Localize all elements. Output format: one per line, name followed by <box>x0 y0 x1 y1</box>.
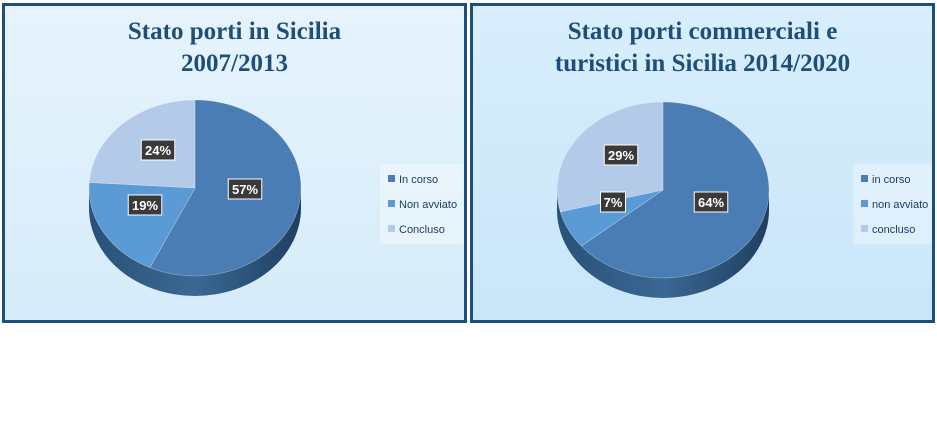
legend-swatch <box>861 225 868 232</box>
legend-swatch <box>388 225 395 232</box>
legend-item-concluso: concluso <box>861 222 915 238</box>
data-label-non-avviato: 7% <box>600 191 626 213</box>
chart-panel-1: Stato porti in Sicilia 2007/2013 57% 19% 2… <box>2 3 467 323</box>
pie-side <box>89 188 301 296</box>
legend-swatch <box>861 200 868 207</box>
chart-title-line-2: 2007/2013 <box>181 50 288 77</box>
pie-side <box>557 190 769 298</box>
legend-item-in-corso: in corso <box>861 172 911 188</box>
legend-swatch <box>388 175 395 182</box>
svg-text:24%: 24% <box>145 143 171 158</box>
legend-label: non avviato <box>872 199 929 211</box>
chart-title-line-1: Stato porti in Sicilia <box>127 18 342 45</box>
legend: in corso non avviato concluso <box>853 164 932 244</box>
svg-text:64%: 64% <box>698 195 724 210</box>
legend-label: In corso <box>399 174 439 186</box>
legend-label: Concluso <box>399 224 445 236</box>
pie-chart: 57% 19% 24% <box>88 99 302 296</box>
legend-item-in-corso: In corso <box>388 172 438 188</box>
pie-slice-in-corso <box>580 101 770 279</box>
data-label-non-avviato: 19% <box>127 194 163 216</box>
chart-title: Stato porti commerciali e turistici in S… <box>473 16 932 80</box>
legend-swatch <box>388 200 395 207</box>
chart-panel-2: Stato porti commerciali e turistici in S… <box>470 3 935 323</box>
svg-text:57%: 57% <box>232 182 258 197</box>
legend: In corso Non avviato Concluso <box>380 164 464 244</box>
chart-title-line-2: turistici in Sicilia 2014/2020 <box>554 50 851 77</box>
pie-chart: 64% 7% 29% <box>556 101 770 298</box>
pie-slice-in-corso <box>149 99 302 277</box>
pie-slice-non-avviato <box>88 182 196 268</box>
pie-slice-non-avviato <box>559 189 664 247</box>
data-label-in-corso: 64% <box>693 191 729 213</box>
svg-text:19%: 19% <box>132 198 158 213</box>
legend-item-non-avviato: Non avviato <box>388 197 457 213</box>
legend-label: concluso <box>872 224 916 236</box>
legend-swatch <box>861 175 868 182</box>
svg-text:29%: 29% <box>608 148 634 163</box>
chart-title-line-1: Stato porti commerciali e <box>567 18 838 45</box>
legend-label: Non avviato <box>399 199 458 211</box>
data-label-concluso: 29% <box>603 144 639 166</box>
data-label-concluso: 24% <box>140 139 176 161</box>
svg-text:7%: 7% <box>604 195 623 210</box>
legend-item-concluso: Concluso <box>388 222 445 238</box>
chart-title: Stato porti in Sicilia 2007/2013 <box>5 16 464 80</box>
data-label-in-corso: 57% <box>227 178 263 200</box>
legend-label: in corso <box>872 174 911 186</box>
legend-item-non-avviato: non avviato <box>861 197 928 213</box>
